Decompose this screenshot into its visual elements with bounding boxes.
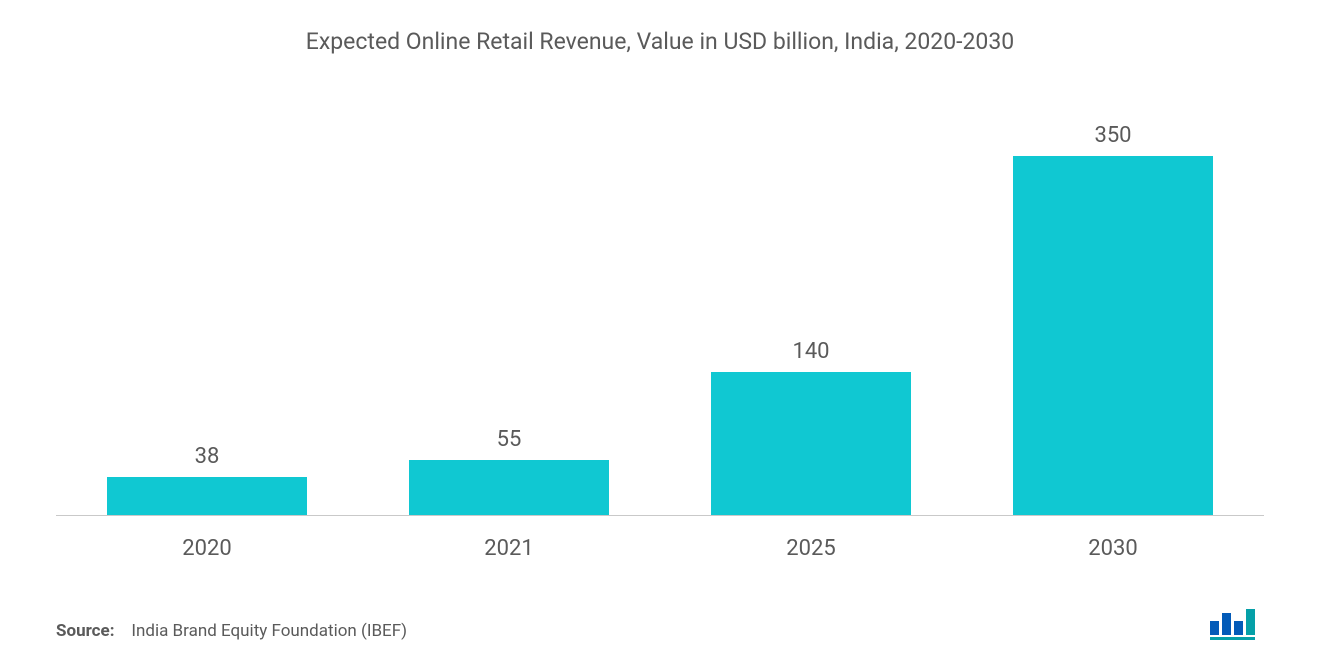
chart-footer: Source: India Brand Equity Foundation (I…: [56, 607, 1264, 641]
x-axis-label: 2025: [660, 536, 962, 561]
x-axis-label: 2030: [962, 536, 1264, 561]
bar-rect: [711, 372, 910, 516]
x-axis-line: [56, 515, 1264, 516]
plot-area: 38 55 140 350: [56, 93, 1264, 516]
bar-rect: [409, 460, 608, 517]
chart-title: Expected Online Retail Revenue, Value in…: [56, 28, 1264, 55]
source-label: Source:: [56, 621, 114, 641]
x-axis-label: 2021: [358, 536, 660, 561]
x-axis-label: 2020: [56, 536, 358, 561]
chart-container: Expected Online Retail Revenue, Value in…: [0, 0, 1320, 665]
bar-value-label: 55: [497, 427, 522, 452]
bar-slot: 55: [358, 93, 660, 516]
bar-slot: 38: [56, 93, 358, 516]
x-axis-labels: 2020 2021 2025 2030: [56, 536, 1264, 561]
bars-row: 38 55 140 350: [56, 93, 1264, 516]
mordor-intelligence-logo-icon: [1208, 607, 1264, 641]
source-line: Source: India Brand Equity Foundation (I…: [56, 621, 407, 641]
bar-value-label: 140: [792, 339, 829, 364]
source-text: India Brand Equity Foundation (IBEF): [131, 621, 407, 641]
bar-value-label: 350: [1094, 123, 1131, 148]
bar-slot: 140: [660, 93, 962, 516]
bar-rect: [107, 477, 306, 516]
bar-slot: 350: [962, 93, 1264, 516]
bar-rect: [1013, 156, 1212, 516]
bar-value-label: 38: [195, 444, 220, 469]
